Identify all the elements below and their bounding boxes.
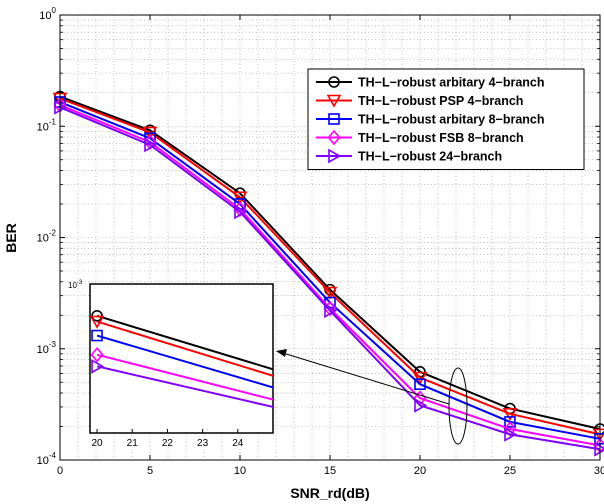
series-2-point	[412, 371, 428, 385]
zoom-ellipse	[448, 367, 468, 445]
series-5-point	[504, 426, 518, 442]
inset-x-tick-label: 21	[127, 438, 139, 449]
zoom-inset: 20 21 22 23 24 10-3	[68, 280, 274, 449]
x-tick-label: 30	[594, 465, 604, 477]
x-tick-label: 0	[57, 465, 63, 477]
zoom-annotation	[276, 349, 468, 445]
y-tick-label: 10-1	[37, 117, 57, 133]
y-axis-label: BER	[3, 223, 19, 253]
y-tick-label: 10-2	[37, 229, 57, 245]
zoom-arrow-line	[282, 352, 450, 405]
series-line-5	[59, 106, 601, 451]
x-tick-label: 10	[234, 465, 246, 477]
legend-label-1: TH−L−robust arbitary 4−branch	[358, 76, 545, 90]
y-tick-label: 10-4	[37, 451, 57, 467]
inset-point-4	[90, 346, 104, 363]
x-tick-label: 5	[147, 465, 153, 477]
series-3-point	[414, 378, 426, 391]
x-tick-label: 20	[414, 465, 426, 477]
inset-series-5	[96, 365, 274, 408]
legend-label-4: TH−L−robust FSB 8−branch	[358, 131, 524, 145]
series-5-point	[324, 303, 338, 319]
x-axis-label: SNR_rd(dB)	[290, 485, 369, 501]
inset-series-4	[96, 353, 274, 401]
legend-marker-5	[328, 148, 342, 164]
inset-x-tick-label: 20	[91, 438, 103, 449]
legend-marker-3	[328, 113, 340, 125]
series-5-point	[234, 204, 248, 220]
series-2-point	[502, 408, 518, 421]
series-5-point	[144, 137, 158, 153]
inset-x-tick-label: 23	[197, 438, 209, 449]
inset-frame	[89, 283, 274, 434]
x-tick-label: 25	[504, 465, 516, 477]
legend-marker-1	[328, 76, 340, 88]
y-tick-label: 10-3	[37, 340, 57, 356]
legend-label-2: TH−L−robust PSP 4−branch	[358, 94, 523, 108]
legend-box	[307, 68, 585, 170]
legend-label-5: TH−L−robust 24−branch	[358, 150, 502, 164]
inset-series-3	[96, 334, 274, 389]
series-4-point	[503, 421, 517, 437]
inset-point-5	[91, 358, 105, 374]
series-layer	[52, 90, 604, 457]
series-2-point	[232, 191, 248, 205]
y-tick-label: 100	[39, 6, 56, 22]
inset-series-2	[96, 320, 274, 377]
legend-label-3: TH−L−robust arbitary 8−branch	[358, 113, 545, 127]
inset-point-2	[89, 315, 105, 329]
zoom-arrow-head	[276, 349, 287, 357]
inset-exponent-label: 10-3	[68, 280, 83, 290]
inset-x-tick-label: 24	[232, 438, 244, 449]
series-line-2	[59, 97, 601, 436]
series-2-point	[322, 286, 338, 300]
axis-ticks: 0 5 10 15 20 25 30 100 10-1 10-2 10-3 10-4	[37, 6, 604, 477]
series-3-point	[504, 416, 516, 428]
inset-point-3	[91, 329, 103, 342]
legend-marker-4	[327, 129, 341, 146]
legend-marker-2	[326, 94, 342, 108]
series-5-point	[414, 397, 428, 413]
legend: TH−L−robust arbitary 4−branch TH−L−robust…	[307, 68, 585, 170]
inset-series-1	[96, 314, 274, 371]
inset-x-tick-label: 22	[162, 438, 174, 449]
x-tick-label: 15	[324, 465, 336, 477]
